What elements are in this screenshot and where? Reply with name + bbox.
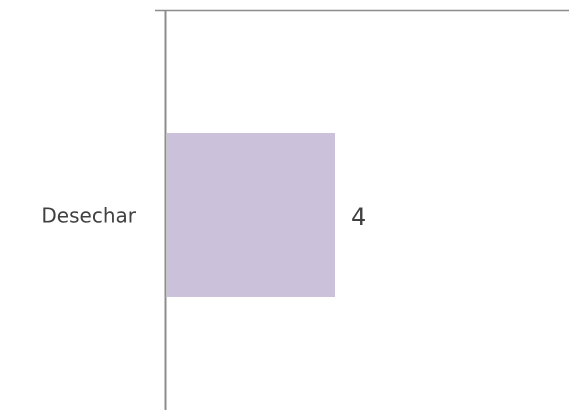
category-label: Desechar <box>41 204 136 228</box>
bar <box>167 133 335 297</box>
data-label: 4 <box>351 203 366 231</box>
